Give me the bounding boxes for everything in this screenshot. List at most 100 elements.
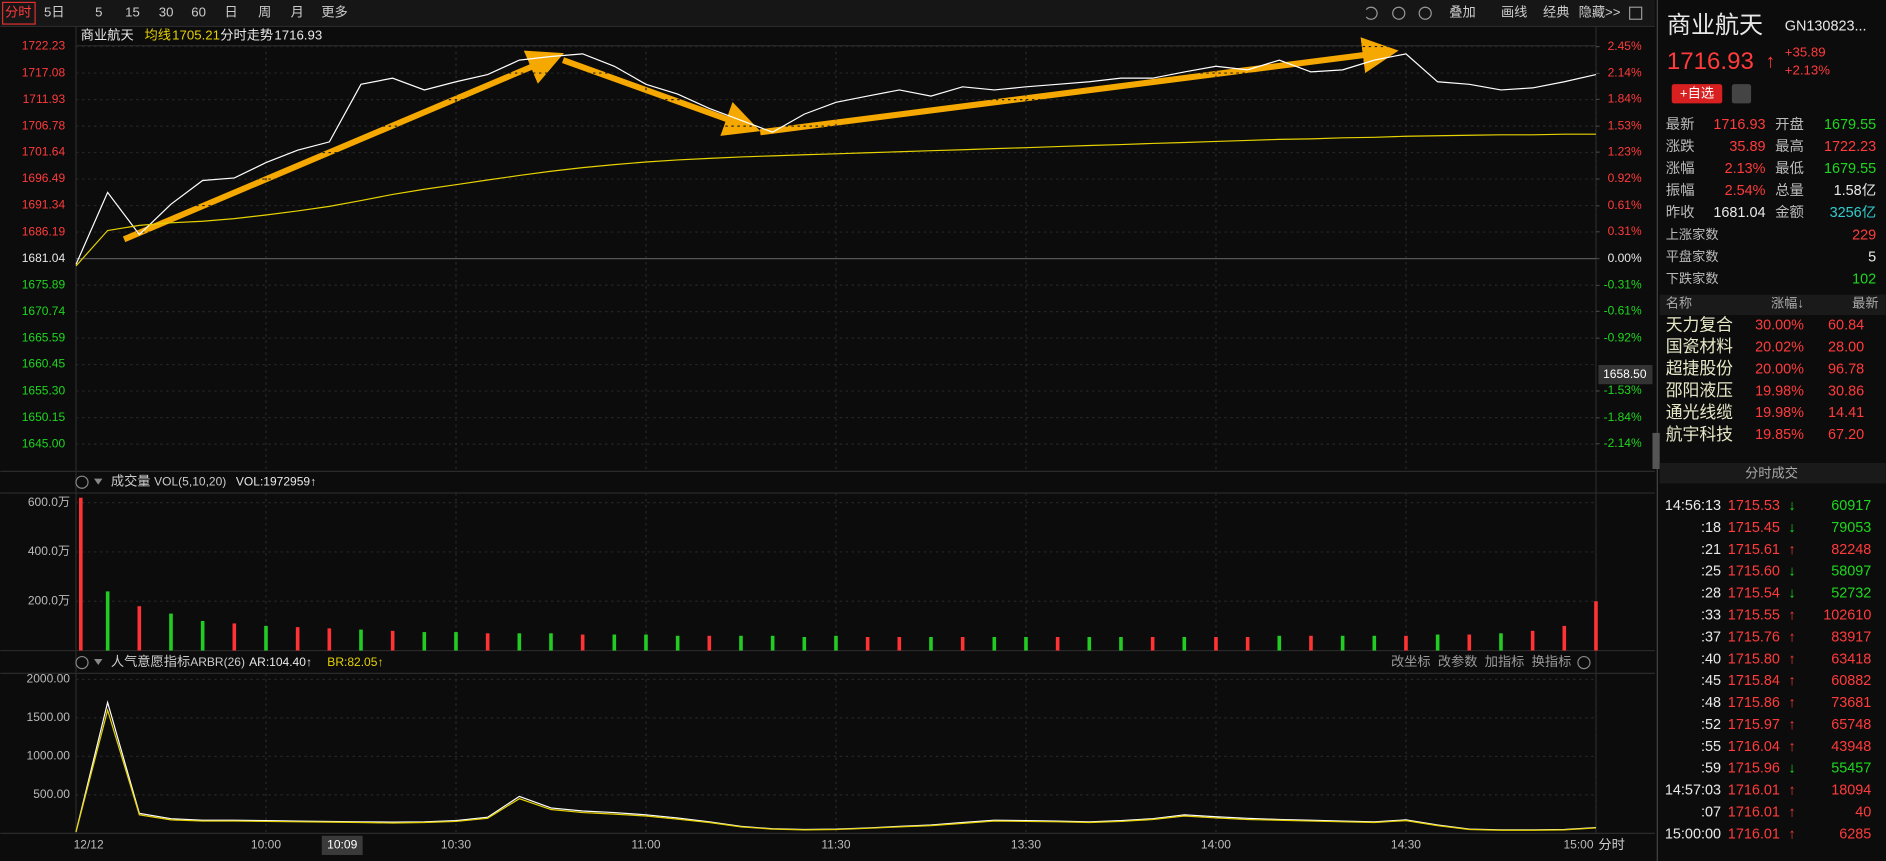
quote-label: 昨收	[1666, 204, 1695, 221]
trade-volume: 60882	[1831, 673, 1871, 689]
trade-volume: 60917	[1831, 498, 1871, 514]
period-tab[interactable]: 60	[191, 5, 206, 20]
pct-tick-label: 2.45%	[1608, 39, 1642, 53]
y-tick-label: 1665.59	[22, 330, 66, 344]
tool-button[interactable]: 经典	[1543, 5, 1569, 20]
volume-bar	[1467, 634, 1472, 651]
member-name[interactable]: 通光线缆	[1666, 403, 1733, 422]
trade-volume: 82248	[1831, 542, 1871, 558]
pct-tick-label: -1.84%	[1604, 410, 1642, 424]
volume-bar	[264, 625, 268, 651]
volume-bar	[169, 613, 173, 651]
trade-arrow: ↓	[1788, 761, 1795, 777]
indicator-button[interactable]: 加指标	[1485, 654, 1525, 669]
y-tick-label: 1645.00	[22, 436, 66, 450]
collapse-tab[interactable]	[1652, 432, 1660, 469]
volume-params: VOL(5,10,20)	[154, 474, 226, 488]
period-tab[interactable]: 分时	[5, 5, 31, 20]
trade-arrow: ↑	[1788, 783, 1795, 799]
volume-bar	[1404, 635, 1408, 651]
member-name[interactable]: 国瓷材料	[1666, 337, 1733, 356]
y-tick-label: 1691.34	[22, 198, 66, 212]
period-tab[interactable]: 日	[225, 5, 238, 20]
alert-button[interactable]	[1731, 84, 1752, 104]
trade-arrow: ↓	[1788, 586, 1795, 602]
trade-time: :33	[1701, 607, 1721, 623]
period-tab[interactable]: 5日	[44, 5, 65, 20]
trade-volume: 83917	[1831, 629, 1871, 645]
trade-price: 1715.80	[1728, 651, 1780, 667]
volume-bar	[675, 635, 680, 651]
trade-price: 1715.60	[1728, 564, 1780, 580]
trade-time: 14:57:03	[1665, 783, 1721, 799]
pct-tick-label: 1.53%	[1608, 118, 1642, 132]
y-tick-label: 1706.78	[22, 118, 66, 132]
period-tab[interactable]: 更多	[321, 4, 347, 20]
watch-button[interactable]: +自选	[1680, 85, 1714, 100]
trade-arrow: ↑	[1788, 673, 1795, 689]
watch-button-bg[interactable]	[1671, 84, 1723, 104]
x-tick-label: 14:00	[1201, 838, 1231, 852]
member-price: 28.00	[1828, 340, 1864, 356]
volume-bar	[137, 606, 142, 651]
period-tab[interactable]: 15	[125, 5, 140, 20]
member-name[interactable]: 航宇科技	[1666, 425, 1733, 444]
trade-volume: 79053	[1831, 520, 1871, 536]
stock-price: 1716.93	[1667, 48, 1754, 75]
trade-volume: 55457	[1831, 761, 1871, 777]
pct-tick-label: -1.53%	[1604, 383, 1642, 397]
indicator-button[interactable]: 改参数	[1438, 653, 1478, 669]
y-tick-label: 1701.64	[22, 145, 66, 159]
indicator-button[interactable]: 改坐标	[1391, 654, 1431, 669]
volume-bar	[707, 635, 712, 651]
pct-tick-label: -0.31%	[1604, 278, 1642, 292]
arbr-title: 人气意愿指标	[111, 653, 190, 669]
pct-tick-label: 0.31%	[1608, 224, 1642, 238]
quote-value: 1716.93	[1713, 117, 1765, 133]
trade-arrow: ↑	[1788, 542, 1795, 558]
trade-arrow: ↑	[1788, 651, 1795, 667]
volume-bar	[295, 627, 300, 651]
members-header: 最新	[1852, 296, 1878, 311]
volume-bar	[1245, 637, 1250, 651]
volume-bar	[1087, 637, 1092, 651]
member-name[interactable]: 邵阳液压	[1666, 381, 1733, 400]
trade-arrow: ↑	[1788, 629, 1795, 645]
quote-label: 涨幅	[1666, 160, 1695, 177]
volume-bar	[580, 634, 585, 651]
indicator-button[interactable]: 换指标	[1532, 654, 1572, 669]
trade-time: :07	[1701, 804, 1721, 820]
quote-label: 总量	[1775, 182, 1804, 199]
y-tick-label: 1722.23	[22, 39, 66, 53]
pct-tick-label: 0.00%	[1608, 251, 1642, 265]
trade-price: 1716.01	[1728, 826, 1780, 842]
tool-button[interactable]: 画线	[1501, 5, 1527, 20]
member-name[interactable]: 天力复合	[1666, 315, 1733, 334]
member-name[interactable]: 超捷股份	[1666, 359, 1733, 378]
y-tick-label: 1670.74	[22, 304, 66, 318]
period-tab[interactable]: 5	[95, 5, 102, 20]
tool-button[interactable]: 叠加	[1449, 5, 1475, 20]
ma-name: 均线	[145, 28, 171, 43]
y-tick-label: 500.00	[33, 787, 70, 801]
member-price: 30.86	[1828, 383, 1864, 399]
members-header-bg	[1659, 294, 1886, 316]
trade-time: :52	[1701, 717, 1721, 733]
x-cursor-box	[321, 835, 363, 855]
ar-label: AR:104.40↑	[249, 655, 312, 669]
trade-price: 1715.53	[1728, 498, 1780, 514]
member-change: 20.00%	[1755, 361, 1804, 377]
volume-bar	[1372, 635, 1377, 651]
period-tab[interactable]: 周	[258, 5, 271, 20]
trade-time: :37	[1701, 629, 1721, 645]
tool-button[interactable]: 隐藏>>	[1579, 5, 1621, 20]
period-tab[interactable]: 月	[291, 5, 304, 20]
volume-bar	[1435, 634, 1440, 651]
trade-time: :40	[1701, 651, 1721, 667]
quote-value: 1722.23	[1824, 139, 1876, 155]
pct-tick-label: -2.14%	[1604, 436, 1642, 450]
trade-volume: 40	[1855, 804, 1871, 820]
y-tick-label: 1681.04	[22, 251, 66, 265]
period-tab[interactable]: 30	[159, 5, 174, 20]
